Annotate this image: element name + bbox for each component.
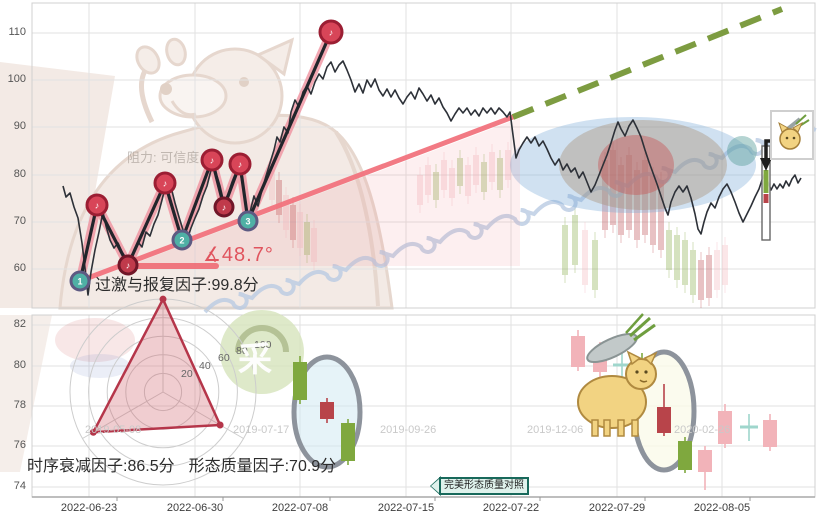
wave-marker [69,270,91,292]
down-arrow-head-icon [760,158,772,171]
wave-marker [228,152,252,176]
left-arrow-icon-inner [431,479,439,493]
y-axis-tick-bottom: 76 [13,439,26,451]
wave-marker-label: ♪ [222,203,227,213]
angle-wedge [128,118,520,266]
wave-marker-label: ♪ [210,156,215,166]
wave-marker [171,229,193,251]
watermark-date: 2019-07-17 [233,424,290,436]
wave-marker [85,193,109,217]
wave-marker [237,210,259,232]
mini-doge-box[interactable] [770,110,814,160]
y-axis-tick-top: 60 [13,262,26,274]
wave-marker-label: ♪ [163,179,168,189]
wave-marker-label: 3 [245,217,250,227]
y-axis-tick-bottom: 80 [13,359,26,371]
y-axis-tick-top: 70 [13,215,26,227]
x-axis-date-label: 2022-06-30 [166,502,224,514]
candle-body [763,420,777,447]
x-axis-date-label: 2022-07-29 [588,502,646,514]
candle-body [657,407,671,433]
logo-watermark-glyph: 采 [238,341,272,379]
overreaction-factor-label: 过激与报复因子:99.8分 [95,277,259,294]
forecast-dashed-line [511,6,784,120]
radar-tick-label: 80 [236,345,248,357]
y-axis-tick-bottom: 82 [13,318,26,330]
watermark-date: 2020-02-26 [674,424,731,436]
zigzag-line [78,31,333,282]
y-axis-tick-bottom: 78 [13,399,26,411]
radar-tick-label: 20 [181,368,193,380]
badge-label: 完美形态质量对照 [439,477,529,495]
wave-marker-label: ♪ [126,261,131,271]
watermark-date: 2019-09-26 [380,424,437,436]
candle-body [678,441,692,470]
wave-marker [200,148,224,172]
wave-marker-label: 2 [179,236,184,246]
wave-marker-label: 1 [77,277,82,287]
wave-marker-label: ♪ [95,201,100,211]
red-highlight-ellipse [598,135,674,195]
wave-marker-label: ♪ [329,28,334,38]
y-axis-tick-top: 90 [13,120,26,132]
x-axis-date-label: 2022-07-08 [271,502,329,514]
candle-body [341,423,355,461]
radar-triangle [91,296,222,434]
wave-marker [153,171,177,195]
resistance-watermark-text: 阻力: 可信度 [127,150,200,165]
wave-marker [213,196,235,218]
y-axis-tick-bottom: 74 [13,480,26,492]
time-decay-factor-label: 时序衰减因子:86.5分 [27,458,175,475]
y-axis-tick-top: 80 [13,168,26,180]
doji-candle [740,425,758,429]
y-axis-tick-top: 110 [8,26,26,38]
factor-scores-line: 时序衰减因子:86.5分 形态质量因子:70.9分 [27,452,350,476]
trend-line [77,114,516,284]
candle-body [571,336,585,367]
candle-body [698,450,712,472]
wave-marker-label: ♪ [238,160,243,170]
red-watermark-blob [55,318,135,362]
candle-body [718,411,732,444]
watermark-date: 2019-05-08 [85,424,142,436]
radar-tick-label: 100 [254,339,272,351]
wave-marker [318,19,344,45]
background-candles [269,142,728,308]
candle-body [320,402,334,419]
radar-tick-label: 60 [218,352,230,364]
radar-chart [69,295,257,486]
blue-squiggle-watermark [203,123,817,314]
teal-watermark-circle [727,136,757,166]
pattern-quality-factor-label: 形态质量因子:70.9分 [188,458,337,475]
wave-marker [117,254,139,276]
doge-carrying-leeks-icon [577,313,658,437]
x-axis-date-label: 2022-08-05 [693,502,751,514]
candle-body [293,362,307,400]
doji-candle [613,363,631,367]
tan-highlight-ellipse [559,120,727,210]
trend-angle-annotation: ∡48.7° [203,244,274,266]
y-axis-tick-top: 100 [7,73,26,85]
green-logo-watermark [220,310,304,394]
perfect-pattern-badge[interactable]: 完美形态质量对照 [430,476,529,496]
doge-watermark-icon [0,37,394,472]
blue-highlight-ellipse [510,117,756,213]
radar-tick-label: 40 [199,360,211,372]
x-axis-date-label: 2022-06-23 [60,502,118,514]
watermark-date: 2019-12-06 [527,424,584,436]
x-axis-date-label: 2022-07-15 [377,502,435,514]
x-axis-date-label: 2022-07-22 [482,502,540,514]
